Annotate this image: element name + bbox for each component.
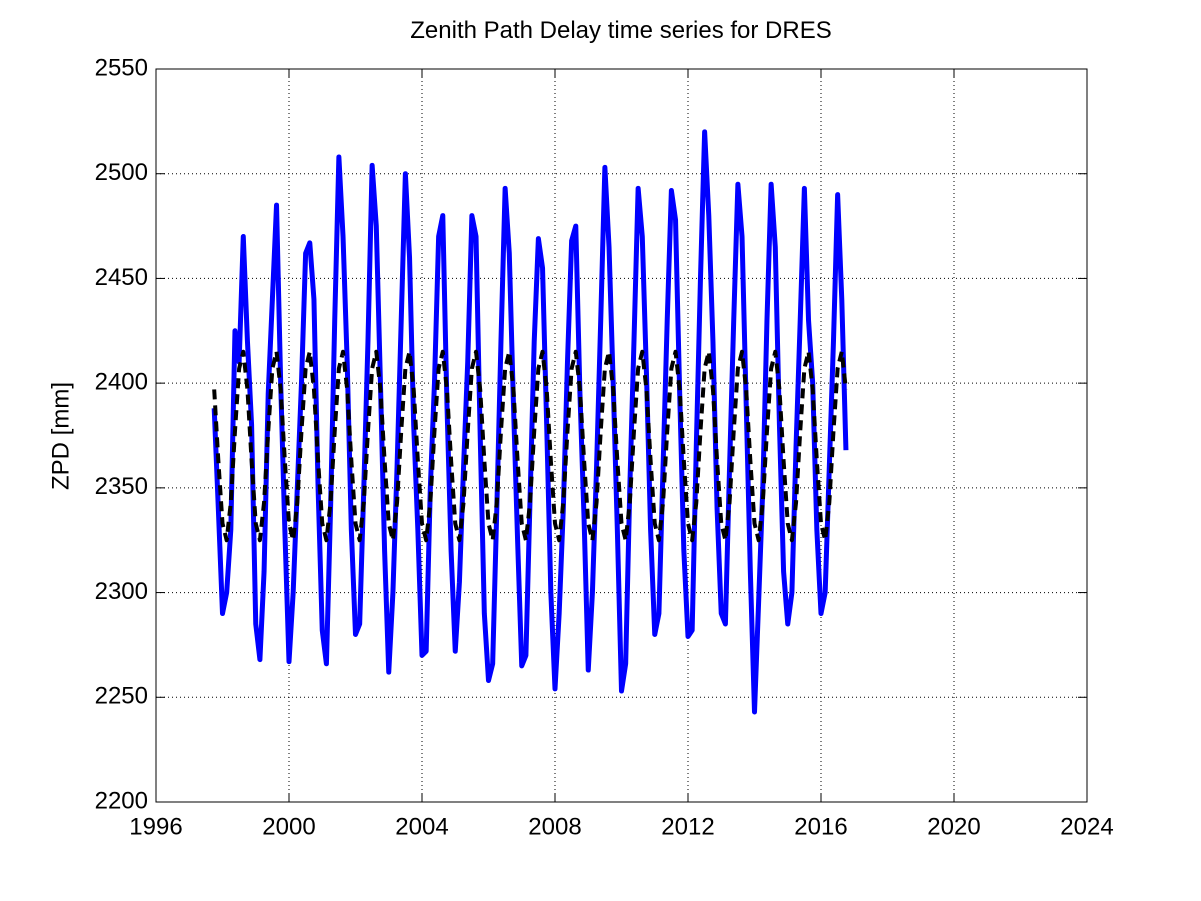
y-tick-label: 2300	[95, 578, 148, 605]
y-tick-label: 2550	[95, 54, 148, 81]
x-tick-label: 2012	[661, 813, 714, 840]
y-tick-label: 2500	[95, 159, 148, 186]
x-tick-label: 2024	[1060, 813, 1113, 840]
y-tick-label: 2400	[95, 368, 148, 395]
y-tick-label: 2200	[95, 787, 148, 814]
chart-title: Zenith Path Delay time series for DRES	[410, 17, 832, 44]
x-tick-label: 1996	[129, 813, 182, 840]
y-axis-label: ZPD [mm]	[47, 382, 74, 490]
y-tick-label: 2450	[95, 264, 148, 291]
x-tick-label: 2004	[395, 813, 448, 840]
x-tick-label: 2008	[528, 813, 581, 840]
x-tick-label: 2016	[794, 813, 847, 840]
plot-frame	[155, 68, 1088, 803]
y-tick-label: 2350	[95, 473, 148, 500]
y-tick-label: 2250	[95, 683, 148, 710]
x-tick-label: 2000	[262, 813, 315, 840]
fit-line	[212, 349, 848, 543]
x-tick-label: 2020	[927, 813, 980, 840]
